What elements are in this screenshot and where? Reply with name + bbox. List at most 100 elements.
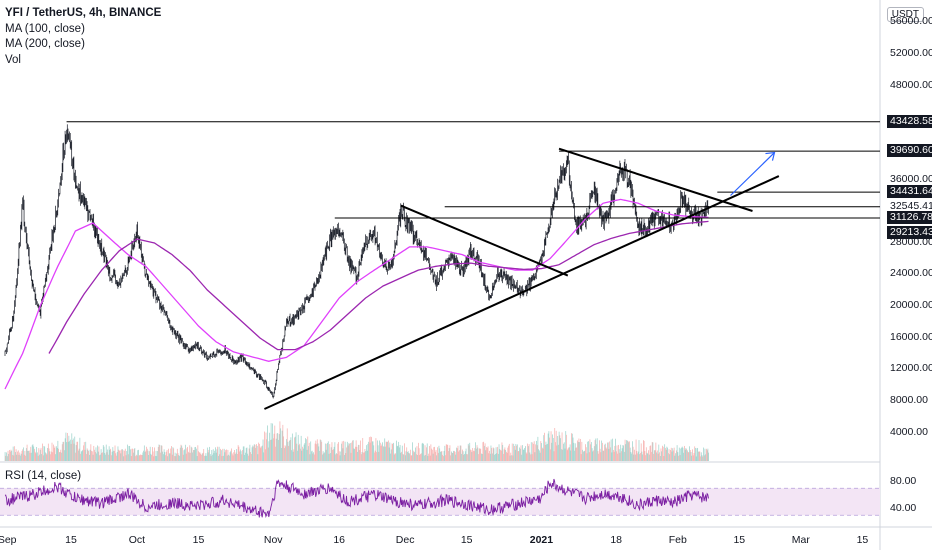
volume-bar [137, 450, 139, 461]
volume-bar [73, 443, 75, 461]
volume-bar [289, 440, 290, 461]
ma100-legend[interactable]: MA (100, close) [5, 22, 85, 35]
volume-bar [131, 448, 133, 461]
volume-bar [610, 447, 611, 461]
volume-bar [193, 450, 194, 461]
volume-bar [571, 433, 572, 461]
volume-bar [590, 442, 592, 461]
volume-bar [634, 454, 636, 461]
volume-bar [331, 442, 333, 461]
volume-bar [449, 445, 451, 461]
volume-bar [231, 453, 233, 461]
volume-bar [546, 444, 548, 461]
price-tag[interactable]: 34431.64 [887, 185, 932, 199]
volume-bar [563, 442, 565, 461]
volume-bar [534, 452, 536, 461]
volume-bar [378, 451, 380, 461]
volume-bar [140, 454, 142, 461]
volume-bar [397, 445, 399, 461]
volume-bar [588, 441, 589, 461]
volume-bar [126, 451, 128, 461]
volume-bar [357, 451, 358, 461]
volume-bar [182, 447, 183, 461]
volume-bar [215, 447, 216, 461]
volume-bar [355, 440, 357, 461]
volume-bar [662, 445, 663, 461]
volume-bar [195, 448, 197, 461]
volume-bar [685, 448, 687, 461]
volume-bar [97, 445, 98, 461]
volume-bar [54, 446, 56, 461]
volume-bar [599, 440, 600, 461]
volume-bar [90, 444, 92, 461]
volume-bar [187, 446, 188, 461]
volume-bar [40, 447, 42, 461]
volume-bar [202, 452, 204, 461]
volume-bar [206, 447, 208, 461]
volume-bar [200, 453, 202, 461]
volume-bar [439, 448, 441, 461]
volume-bar [212, 449, 214, 461]
volume-bar [423, 443, 424, 461]
volume-bar [77, 450, 79, 461]
price-tag[interactable]: 31126.78 [887, 210, 932, 224]
volume-bar [639, 454, 641, 461]
volume-bar [486, 447, 487, 461]
volume-bar [399, 444, 401, 461]
volume-bar [664, 447, 666, 461]
volume-bar [6, 452, 7, 461]
volume-legend[interactable]: Vol [5, 53, 21, 66]
volume-bar [653, 450, 655, 461]
volume-bar [387, 441, 389, 461]
currency-badge[interactable]: USDT [886, 7, 924, 22]
volume-bar [425, 454, 427, 461]
price-tag[interactable]: 29213.43 [887, 226, 932, 240]
volume-bar [521, 454, 523, 461]
volume-bar [474, 448, 476, 461]
volume-bar [642, 454, 644, 461]
price-tag[interactable]: 32545.41 [887, 199, 932, 213]
volume-bar [429, 455, 431, 461]
volume-bar [253, 444, 255, 461]
volume-bar [424, 445, 426, 461]
volume-bar [531, 454, 533, 461]
volume-bar [275, 446, 276, 461]
rsi-legend[interactable]: RSI (14, close) [5, 470, 82, 482]
volume-bar [151, 455, 153, 461]
ma200-legend[interactable]: MA (200, close) [5, 38, 85, 50]
volume-bar [243, 446, 245, 461]
price-tag[interactable]: 39690.60 [887, 144, 932, 158]
volume-bar [340, 451, 342, 461]
volume-bar [640, 452, 641, 461]
volume-bar [302, 448, 304, 461]
volume-bar [502, 444, 504, 461]
volume-bar [117, 446, 119, 461]
volume-bar [445, 444, 447, 461]
volume-bar [565, 431, 567, 461]
symbol-title[interactable]: YFI / TetherUS, 4h, BINANCE [5, 7, 162, 19]
volume-bar [281, 430, 283, 461]
volume-bar [169, 453, 171, 461]
volume-bar [213, 453, 215, 461]
volume-bar [627, 441, 629, 461]
volume-bar [458, 451, 460, 461]
volume-bar [520, 445, 522, 461]
volume-bar [64, 450, 65, 461]
volume-bar [150, 453, 152, 461]
volume-bar [230, 450, 232, 461]
volume-bar [442, 456, 444, 461]
volume-bar [616, 445, 618, 461]
volume-bar [303, 444, 305, 461]
volume-bar [18, 454, 20, 461]
volume-bar [343, 440, 345, 461]
volume-bar [371, 441, 373, 461]
volume-bar [127, 444, 128, 461]
volume-bar [461, 449, 463, 461]
volume-bar [171, 454, 173, 461]
volume-bar [42, 455, 44, 461]
volume-bar [160, 452, 161, 461]
price-tag[interactable]: 43428.58 [887, 114, 932, 128]
volume-bar [124, 448, 126, 461]
